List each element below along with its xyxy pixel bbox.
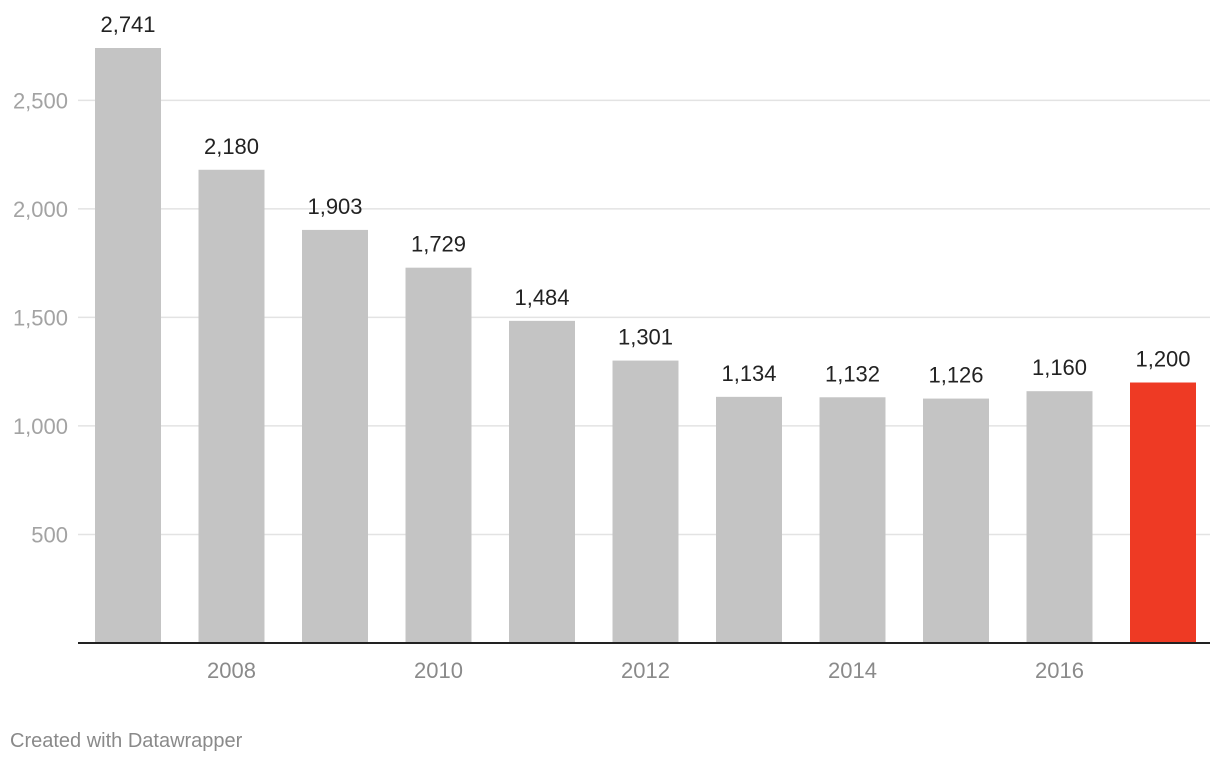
- value-label: 1,200: [1135, 347, 1190, 372]
- value-label: 1,903: [307, 194, 362, 219]
- x-tick-label: 2014: [828, 658, 877, 683]
- value-labels: 2,741 2,180 1,903 1,729 1,484 1,301 1,134 1,132…: [100, 12, 1190, 388]
- value-label: 2,741: [100, 12, 155, 37]
- bar: [1026, 391, 1093, 643]
- x-tick-label: 2008: [207, 658, 256, 683]
- value-label: 1,134: [721, 361, 776, 386]
- bar: [1130, 382, 1196, 643]
- y-tick-label: 1,000: [13, 414, 68, 439]
- bar: [509, 320, 575, 643]
- value-label: 1,160: [1032, 355, 1087, 380]
- bar: [302, 229, 368, 643]
- x-tick-label: 2016: [1035, 658, 1084, 683]
- bars: [95, 48, 1196, 643]
- value-label: 1,484: [514, 285, 569, 310]
- x-tick-label: 2010: [414, 658, 463, 683]
- bar: [405, 267, 472, 643]
- value-label: 1,132: [825, 361, 880, 386]
- bar: [198, 169, 265, 643]
- value-label: 1,729: [411, 232, 466, 257]
- bar: [612, 360, 679, 643]
- x-axis-labels: 2008 2010 2012 2014 2016: [207, 658, 1084, 683]
- bar: [716, 396, 782, 643]
- y-tick-label: 2,500: [13, 88, 68, 113]
- bar: [923, 398, 989, 643]
- x-tick-label: 2012: [621, 658, 670, 683]
- bar: [95, 48, 161, 643]
- y-tick-label: 2,000: [13, 197, 68, 222]
- y-tick-label: 1,500: [13, 305, 68, 330]
- footer-credit: Created with Datawrapper: [10, 730, 243, 752]
- gridlines: [78, 99, 1210, 536]
- y-axis-labels: 500 1,000 1,500 2,000 2,500: [13, 88, 68, 547]
- bar: [819, 397, 886, 643]
- value-label: 1,126: [928, 363, 983, 388]
- value-label: 2,180: [204, 134, 259, 159]
- y-tick-label: 500: [31, 522, 68, 547]
- value-label: 1,301: [618, 325, 673, 350]
